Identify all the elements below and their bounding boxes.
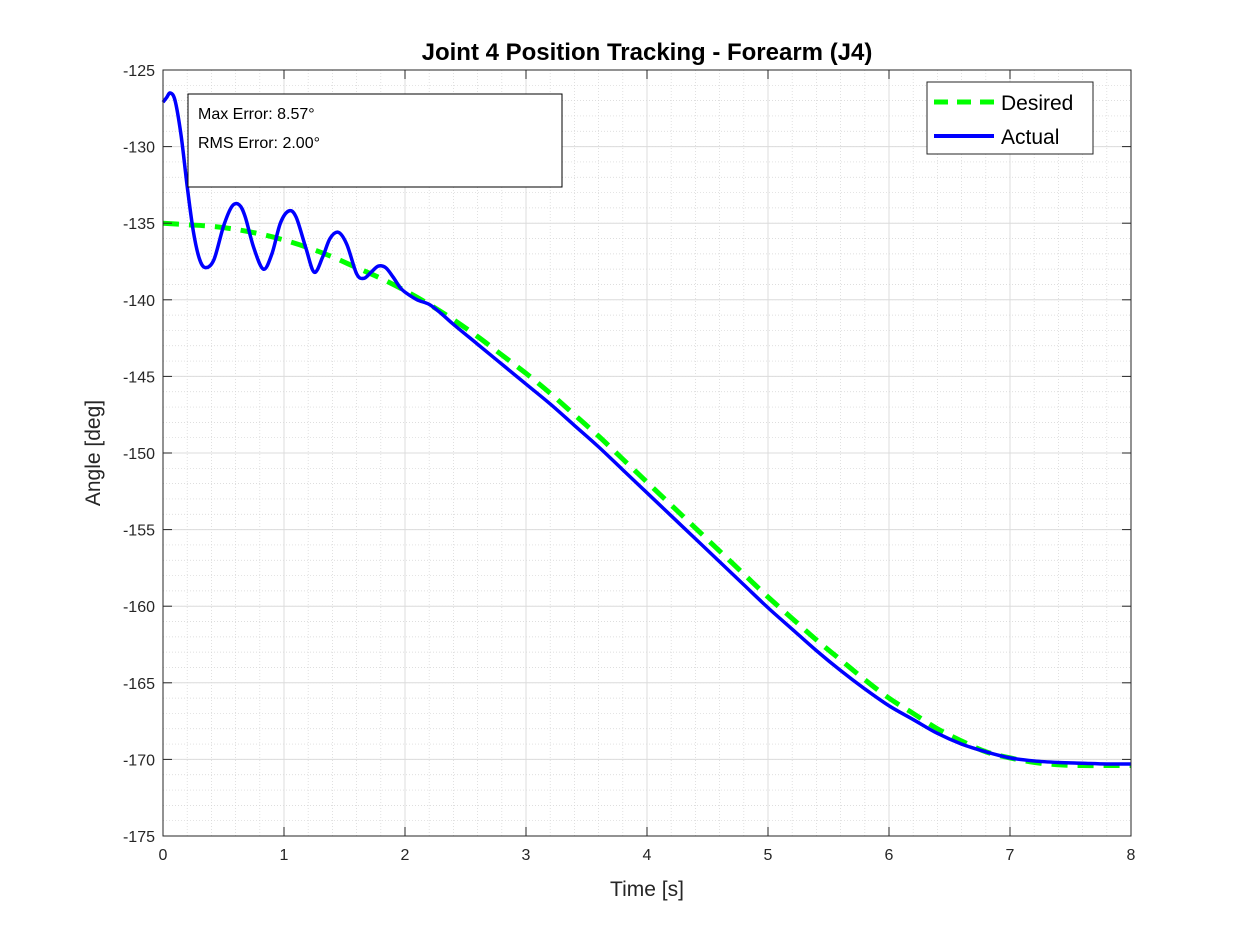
x-tick-label: 6 <box>885 847 894 864</box>
x-tick-label: 8 <box>1127 847 1136 864</box>
y-tick-label: -130 <box>123 140 155 157</box>
annotation-box: Max Error: 8.57° RMS Error: 2.00° <box>187 93 563 188</box>
legend-frame <box>926 81 1094 155</box>
y-axis-label: Angle [deg] <box>82 400 105 506</box>
y-tick-label: -140 <box>123 293 155 310</box>
x-tick-label: 0 <box>159 847 168 864</box>
series-layer <box>161 91 1132 769</box>
legend-label-desired: Desired <box>1001 92 1073 115</box>
x-tick-label: 2 <box>401 847 410 864</box>
y-tick-label: -125 <box>123 63 155 80</box>
legend: Desired Actual <box>926 81 1094 155</box>
y-tick-label: -155 <box>123 523 155 540</box>
x-tick-label: 1 <box>280 847 289 864</box>
annotation-rms-error: RMS Error: 2.00° <box>198 135 320 152</box>
y-tick-label: -175 <box>123 829 155 846</box>
annotation-frame <box>187 93 563 188</box>
x-tick-label: 3 <box>522 847 531 864</box>
annotation-max-error: Max Error: 8.57° <box>198 106 315 123</box>
x-axis-label: Time [s] <box>610 878 684 901</box>
x-tick-label: 7 <box>1006 847 1015 864</box>
y-tick-label: -145 <box>123 369 155 386</box>
x-tick-label: 5 <box>764 847 773 864</box>
series-line-actual <box>161 91 1132 766</box>
y-tick-label: -160 <box>123 599 155 616</box>
y-tick-label: -150 <box>123 446 155 463</box>
y-tick-label: -135 <box>123 216 155 233</box>
x-tick-label: 4 <box>643 847 652 864</box>
axis-ticks: 0 1 2 3 4 5 6 7 8 -125 -130 -135 -140 -145 -150 -155 -16… <box>123 63 1136 864</box>
chart-title: Joint 4 Position Tracking - Forearm (J4) <box>422 39 873 66</box>
y-tick-label: -170 <box>123 752 155 769</box>
legend-label-actual: Actual <box>1001 126 1059 149</box>
y-tick-label: -165 <box>123 676 155 693</box>
